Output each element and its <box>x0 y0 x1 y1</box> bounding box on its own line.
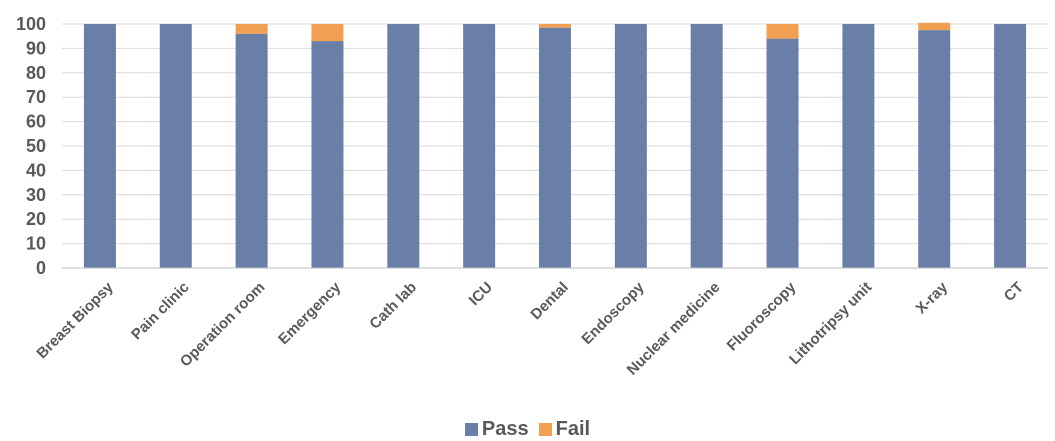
legend-label-fail: Fail <box>555 418 591 440</box>
y-tick-label: 30 <box>26 185 46 205</box>
x-tick-label: Lithotripsy unit <box>786 279 875 368</box>
bar-pass <box>463 24 496 268</box>
x-tick-label: Fluoroscopy <box>724 278 800 354</box>
bar-pass <box>235 33 268 269</box>
bar-pass <box>690 24 723 268</box>
x-tick-label: Dental <box>527 279 571 323</box>
bar-pass <box>83 24 116 268</box>
y-tick-label: 80 <box>26 63 46 83</box>
x-tick-label: Cath lab <box>366 279 420 333</box>
legend-item-fail: Fail <box>538 418 591 441</box>
y-tick-label: 10 <box>26 234 46 254</box>
x-tick-label: Pain clinic <box>128 279 192 343</box>
bar-pass <box>311 41 344 268</box>
legend-item-pass: Pass <box>464 418 529 441</box>
y-tick-label: 50 <box>26 136 46 156</box>
bar-pass <box>387 24 420 268</box>
bar-pass <box>539 27 571 268</box>
y-tick-label: 70 <box>26 87 46 107</box>
x-tick-label: Breast Biopsy <box>33 278 117 362</box>
y-axis: 0 10 20 30 40 50 60 70 80 90 100 <box>16 14 46 278</box>
y-tick-label: 90 <box>26 38 46 58</box>
bar-pass <box>159 24 192 268</box>
legend-swatch-pass <box>464 423 478 436</box>
y-tick-label: 20 <box>26 209 46 229</box>
x-tick-label: Endoscopy <box>578 278 648 348</box>
bar-fail <box>918 22 951 31</box>
x-tick-label: ICU <box>466 279 496 309</box>
x-tick-label: CT <box>1001 279 1027 305</box>
bar-fail <box>311 24 344 42</box>
bar-pass <box>842 24 875 268</box>
legend-label-pass: Pass <box>481 418 529 440</box>
legend-swatch-fail <box>538 423 552 436</box>
bar-fail <box>766 24 799 39</box>
bar-fail <box>235 24 268 34</box>
bar-pass <box>918 30 951 268</box>
bars <box>83 22 1027 269</box>
bar-pass <box>994 24 1027 268</box>
bar-pass <box>766 38 799 268</box>
y-tick-label: 100 <box>16 14 46 34</box>
y-tick-label: 0 <box>36 258 46 278</box>
y-tick-label: 40 <box>26 160 46 180</box>
bar-fail <box>539 24 571 28</box>
y-tick-label: 60 <box>26 112 46 132</box>
legend: Pass Fail <box>0 418 1055 441</box>
bar-pass <box>614 24 647 268</box>
x-tick-label: X-ray <box>912 278 951 317</box>
stacked-bar-chart: 0 10 20 30 40 50 60 70 80 90 100 Breast Biopsy Pain… <box>16 14 1048 379</box>
x-tick-label: Emergency <box>275 278 345 348</box>
